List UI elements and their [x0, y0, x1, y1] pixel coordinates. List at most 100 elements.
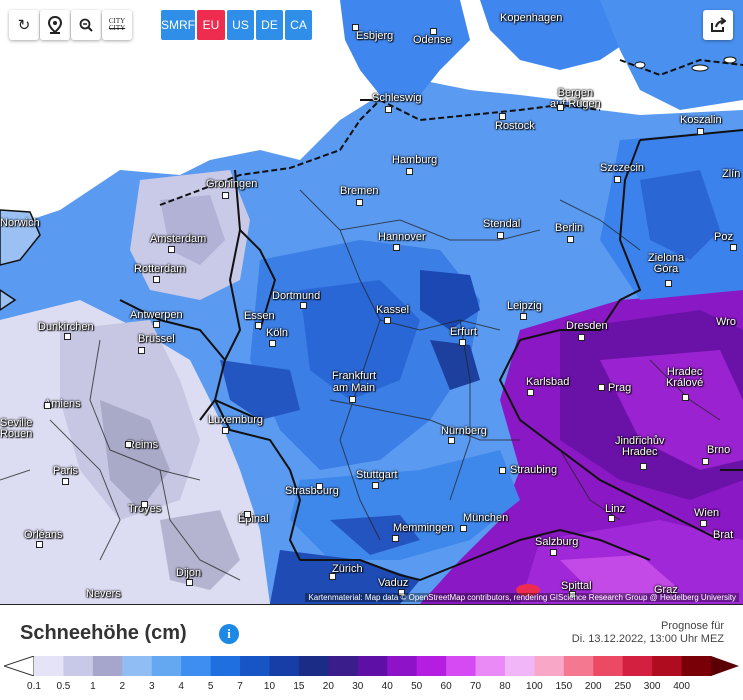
city-marker	[697, 128, 704, 135]
city-marker	[608, 515, 615, 522]
legend-swatch	[563, 656, 594, 676]
legend-swatch	[446, 656, 477, 676]
legend-tick: 30	[352, 681, 364, 692]
city-label: Zielona Góra	[648, 252, 685, 275]
city-label: Poz	[714, 231, 733, 243]
city-marker	[406, 168, 413, 175]
city-marker	[255, 322, 262, 329]
city-marker	[244, 511, 251, 518]
city-label: Brno	[707, 444, 731, 456]
city-label: Erfurt	[450, 326, 477, 338]
map-attribution: Kartenmaterial: Map data © OpenStreetMap…	[305, 593, 739, 602]
city-label: Amiens	[44, 398, 81, 410]
city-marker	[569, 591, 576, 598]
model-button-ca[interactable]: CA	[285, 10, 312, 40]
city-label: Frankfurt am Main	[332, 370, 377, 394]
model-button-de[interactable]: DE	[256, 10, 283, 40]
legend-swatch	[181, 656, 212, 676]
city-marker	[186, 579, 193, 586]
city-marker	[730, 244, 737, 251]
map-canvas[interactable]	[0, 0, 743, 604]
city-marker	[448, 437, 455, 444]
city-marker	[598, 384, 605, 391]
legend-swatch	[34, 656, 64, 676]
city-marker	[62, 478, 69, 485]
legend-swatch	[681, 656, 712, 676]
legend-swatch	[328, 656, 359, 676]
city-marker	[385, 106, 392, 113]
city-marker	[269, 340, 276, 347]
city-marker	[356, 199, 363, 206]
city-toggle-button[interactable]: CITY CITY	[102, 10, 132, 40]
city-marker	[557, 104, 564, 111]
city-marker	[665, 280, 672, 287]
city-label: Straubing	[510, 464, 558, 476]
city-marker	[497, 232, 504, 239]
forecast-time: Di. 13.12.2022, 13:00 Uhr MEZ	[571, 633, 724, 645]
city-label: Kassel	[376, 304, 410, 316]
legend-min-arrow	[4, 656, 35, 676]
city-marker	[700, 520, 707, 527]
legend-tick: 7	[237, 681, 243, 692]
share-button[interactable]	[703, 10, 733, 40]
city-marker	[640, 463, 647, 470]
zoom-out-button[interactable]	[71, 10, 101, 40]
city-label: Zlín	[722, 168, 741, 180]
model-button-us[interactable]: US	[227, 10, 254, 40]
legend-swatch	[92, 656, 123, 676]
city-marker	[702, 458, 709, 465]
city-label: Linz	[605, 503, 626, 515]
city-marker	[222, 427, 229, 434]
city-label: Vaduz	[378, 577, 409, 589]
city-toggle-label-top: CITY	[108, 17, 126, 25]
model-button-eu[interactable]: EU	[197, 10, 225, 40]
legend-swatch	[269, 656, 300, 676]
city-label: Esbjerg	[356, 30, 394, 42]
city-label: Épinal	[238, 513, 269, 525]
city-marker	[329, 573, 336, 580]
city-marker	[682, 394, 689, 401]
city-marker	[499, 113, 506, 120]
legend-ticks: 0.1 0.5 1 2 3 4 5 7 10 15 20 30 40 50 60 70 80 100 150 200 2…	[0, 681, 743, 695]
legend-tick: 10	[263, 681, 276, 692]
city-label: Rostock	[495, 120, 535, 132]
city-label: Odense	[413, 34, 452, 46]
city-marker	[550, 549, 557, 556]
legend-tick: 150	[555, 681, 573, 692]
share-icon	[711, 17, 726, 32]
city-label: Szczecin	[600, 162, 645, 174]
locate-button[interactable]	[40, 10, 70, 40]
model-button-smrf[interactable]: SMRF	[161, 10, 195, 40]
city-marker	[459, 339, 466, 346]
info-icon[interactable]: i	[219, 624, 239, 644]
snow-depth-map[interactable]: Kopenhagen Esbjerg Odense Bergen auf Rüg…	[0, 0, 743, 605]
city-marker	[141, 501, 148, 508]
city-label: Kopenhagen	[500, 12, 563, 24]
city-marker	[138, 347, 145, 354]
city-marker	[392, 535, 399, 542]
legend-tick: 15	[293, 681, 305, 692]
city-marker	[499, 467, 506, 474]
legend-swatch	[504, 656, 535, 676]
city-label: Seville Rouen	[0, 417, 33, 440]
reload-button[interactable]: ↻	[9, 10, 39, 40]
city-marker	[125, 441, 132, 448]
legend-swatch	[357, 656, 388, 676]
legend-tick: 4	[178, 681, 184, 692]
city-label: Groningen	[206, 178, 258, 190]
legend-swatch	[534, 656, 565, 676]
city-marker	[430, 28, 437, 35]
city-label: Wien	[694, 507, 720, 519]
city-label: Paris	[53, 465, 79, 477]
city-label: Köln	[266, 327, 289, 339]
legend-tick: 300	[643, 681, 661, 692]
city-marker	[372, 482, 379, 489]
city-label: Spittal	[561, 580, 592, 592]
city-label: Brat	[713, 529, 734, 541]
legend-swatch	[475, 656, 506, 676]
city-label: Essen	[244, 310, 275, 322]
city-marker	[352, 24, 359, 31]
legend-tick: 0.1	[27, 681, 41, 692]
city-marker	[36, 541, 43, 548]
city-label: Prag	[608, 382, 632, 394]
